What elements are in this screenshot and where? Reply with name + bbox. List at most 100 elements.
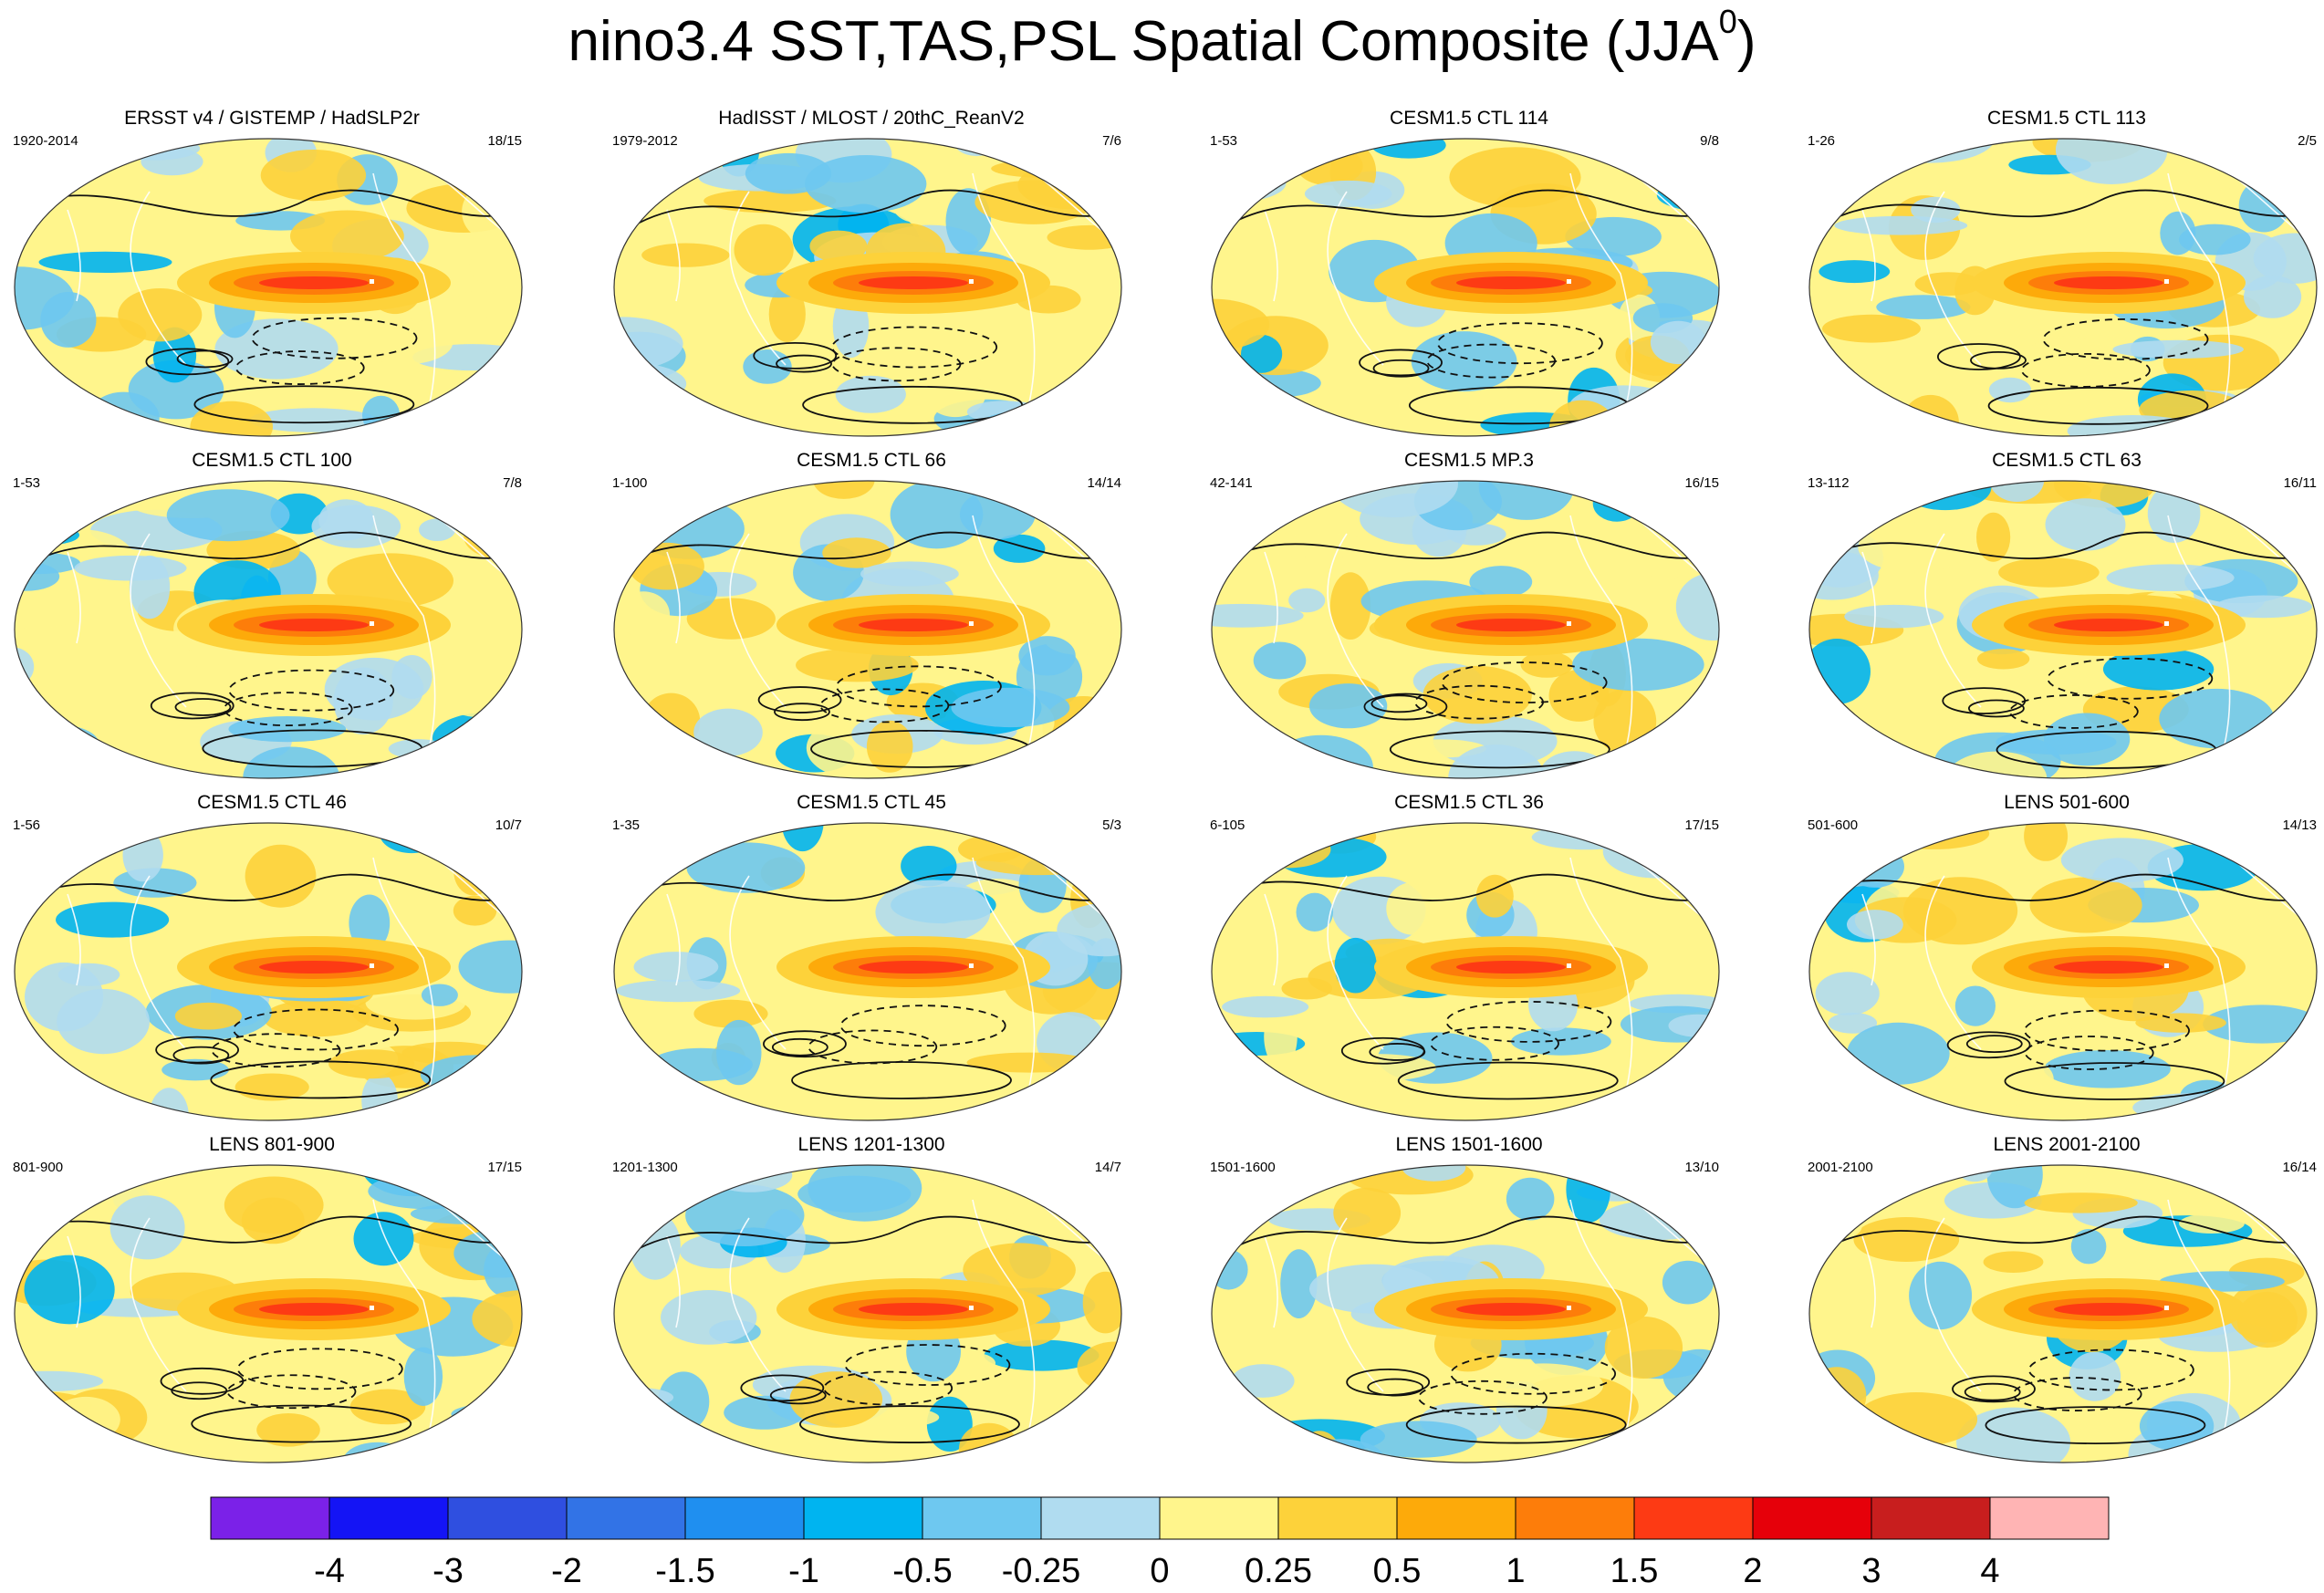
positive-psl-contour — [1397, 1061, 1619, 1100]
map-outline — [14, 822, 523, 1121]
anomaly-patch — [685, 1184, 805, 1246]
anomaly-patch — [1506, 1177, 1555, 1221]
anomaly-patch — [2263, 715, 2317, 737]
colorbar-swatch — [1277, 1496, 1398, 1540]
anomaly-patch — [324, 657, 424, 721]
anomaly-patch — [245, 844, 317, 908]
warm-tongue — [2054, 276, 2163, 289]
coastline — [130, 533, 187, 708]
anomaly-patch — [51, 1396, 120, 1442]
panel-event-count: 9/8 — [1700, 133, 1719, 149]
anomaly-patch — [2215, 595, 2313, 619]
anomaly-patch — [2179, 224, 2251, 255]
anomaly-patch — [614, 1417, 655, 1463]
anomaly-patch — [2242, 823, 2296, 875]
colorbar-tick-label: 4 — [1980, 1552, 1999, 1588]
anomaly-patch — [2060, 838, 2183, 883]
warm-tongue — [259, 1303, 369, 1316]
anomaly-patch — [453, 895, 497, 926]
map-outline — [1211, 138, 1720, 437]
anomaly-patch — [1983, 1251, 2044, 1273]
anomaly-patch — [1386, 881, 1440, 935]
map-panel: CESM1.5 CTL 114 1-53 9/8 — [1204, 108, 1734, 437]
anomaly-patch — [244, 1036, 318, 1067]
map-panel: CESM1.5 CTL 46 1-56 10/7 — [7, 792, 537, 1121]
anomaly-patch — [2139, 1400, 2215, 1452]
coastline — [1040, 177, 1106, 234]
map-outline — [613, 480, 1122, 779]
positive-psl-contour — [1227, 531, 1719, 560]
anomaly-patch — [951, 687, 1070, 728]
colorbar-swatch — [447, 1496, 568, 1540]
positive-psl-contour — [30, 873, 522, 901]
warm-tongue — [859, 1303, 968, 1316]
anomaly-patch — [353, 1212, 414, 1266]
anomaly-patch — [1822, 314, 1921, 343]
anomaly-patch — [458, 940, 522, 994]
negative-psl-contour — [1418, 1380, 1548, 1415]
positive-psl-contour — [1970, 350, 2027, 370]
positive-psl-contour — [1825, 1215, 2317, 1249]
nino34-marker — [2164, 279, 2169, 284]
positive-psl-contour — [171, 1381, 228, 1400]
anomaly-patch — [630, 1212, 681, 1280]
anomaly-patch — [991, 159, 1108, 179]
anomaly-patch — [42, 147, 86, 176]
anomaly-patch — [813, 481, 875, 499]
anomaly-patch — [1988, 377, 2032, 403]
positive-psl-contour — [1389, 730, 1610, 769]
coastline — [666, 1235, 681, 1328]
anomaly-patch — [1370, 139, 1446, 159]
negative-psl-contour — [211, 1033, 341, 1068]
anomaly-patch — [1616, 481, 1694, 509]
anomaly-patch — [2069, 1351, 2121, 1401]
anomaly-patch — [214, 318, 339, 380]
anomaly-patch — [1847, 910, 1903, 940]
composite-map — [1211, 822, 1720, 1121]
positive-psl-contour — [630, 873, 1121, 901]
colorbar-tick-label: -0.5 — [892, 1552, 952, 1588]
anomaly-patch — [1815, 972, 1880, 1015]
anomaly-patch — [2043, 1050, 2171, 1088]
nino34-marker — [1567, 621, 1571, 626]
anomaly-patch — [1423, 665, 1532, 724]
anomaly-patch — [461, 395, 497, 436]
negative-psl-contour — [2021, 352, 2151, 388]
warm-tongue — [859, 276, 968, 289]
anomaly-patch — [618, 481, 724, 495]
anomaly-patch — [318, 499, 374, 541]
map-outline — [613, 1164, 1122, 1463]
composite-map — [14, 480, 523, 779]
panel-title: CESM1.5 CTL 66 — [797, 450, 946, 471]
warm-tongue — [259, 276, 369, 289]
anomaly-patch — [1212, 1249, 1248, 1290]
composite-map — [1808, 138, 2318, 437]
anomaly-patch — [1475, 874, 1514, 918]
coastline — [130, 191, 187, 366]
anomaly-patch — [1402, 1165, 1466, 1182]
map-panel: HadISST / MLOST / 20thC_ReanV2 1979-2012 7… — [607, 108, 1136, 437]
coastline — [666, 893, 681, 986]
panel-years: 1-53 — [1210, 133, 1238, 149]
anomaly-patch — [1296, 146, 1363, 186]
positive-psl-contour — [30, 189, 522, 217]
anomaly-patch — [2179, 1213, 2245, 1234]
anomaly-patch — [2159, 688, 2275, 749]
map-panel: CESM1.5 CTL 100 1-53 7/8 — [7, 450, 537, 779]
anomaly-patch — [1244, 830, 1331, 869]
warm-tongue — [859, 619, 968, 631]
figure-title: nino3.4 SST,TAS,PSL Spatial Composite (J… — [0, 5, 2324, 78]
panel-years: 2001-2100 — [1808, 1160, 1873, 1175]
panel-event-count: 14/14 — [1087, 475, 1121, 491]
composite-map — [613, 1164, 1122, 1463]
map-panel: LENS 1201-1300 1201-1300 14/7 — [607, 1134, 1136, 1463]
anomaly-patch — [241, 1197, 305, 1244]
anomaly-patch — [1844, 604, 1944, 629]
panel-years: 1-100 — [612, 475, 648, 491]
coastline — [729, 1217, 787, 1392]
anomaly-patch — [1865, 481, 1931, 505]
anomaly-patch — [1473, 1388, 1546, 1408]
anomaly-patch — [104, 139, 201, 161]
composite-map — [14, 822, 523, 1121]
coastline — [2235, 861, 2301, 918]
